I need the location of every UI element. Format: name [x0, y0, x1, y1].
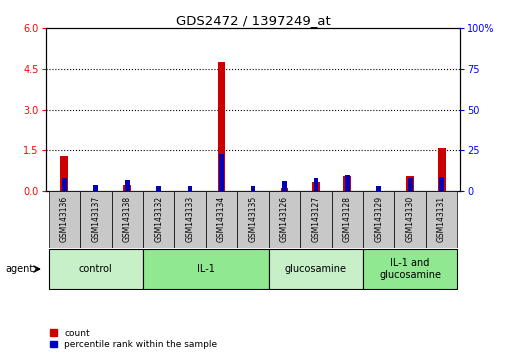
Text: GSM143126: GSM143126: [279, 196, 288, 242]
Bar: [437, 148, 444, 191]
Bar: [438, 177, 443, 191]
Bar: [156, 186, 161, 191]
Bar: [217, 62, 225, 191]
Text: GSM143133: GSM143133: [185, 196, 194, 242]
Bar: [362, 191, 394, 248]
Text: IL-1: IL-1: [196, 264, 214, 274]
Text: glucosamine: glucosamine: [284, 264, 346, 274]
Bar: [123, 185, 131, 191]
Bar: [237, 191, 268, 248]
Bar: [125, 180, 129, 191]
Legend: count, percentile rank within the sample: count, percentile rank within the sample: [50, 329, 217, 349]
Text: GDS2472 / 1397249_at: GDS2472 / 1397249_at: [175, 14, 330, 27]
Text: GSM143128: GSM143128: [342, 196, 351, 242]
Bar: [187, 186, 192, 191]
Bar: [48, 191, 80, 248]
Bar: [374, 190, 382, 191]
Text: GSM143134: GSM143134: [217, 196, 226, 242]
Bar: [155, 190, 162, 191]
Bar: [280, 188, 288, 191]
Text: GSM143137: GSM143137: [91, 196, 100, 242]
Bar: [143, 249, 268, 290]
Bar: [62, 178, 67, 191]
Bar: [48, 249, 143, 290]
Bar: [61, 156, 68, 191]
Text: GSM143129: GSM143129: [374, 196, 382, 242]
Text: IL-1 and
glucosamine: IL-1 and glucosamine: [378, 258, 440, 280]
Text: GSM143132: GSM143132: [154, 196, 163, 242]
Bar: [186, 190, 194, 191]
Bar: [250, 186, 255, 191]
Bar: [93, 185, 98, 191]
Text: GSM143127: GSM143127: [311, 196, 320, 242]
Bar: [174, 191, 206, 248]
Bar: [92, 190, 99, 191]
Bar: [219, 154, 224, 191]
Bar: [281, 181, 286, 191]
Bar: [143, 191, 174, 248]
Bar: [425, 191, 457, 248]
Bar: [111, 191, 143, 248]
Bar: [344, 175, 349, 191]
Bar: [394, 191, 425, 248]
Bar: [268, 249, 362, 290]
Bar: [313, 178, 318, 191]
Text: GSM143135: GSM143135: [248, 196, 257, 242]
Bar: [206, 191, 237, 248]
Text: GSM143131: GSM143131: [436, 196, 445, 242]
Bar: [343, 176, 350, 191]
Text: agent: agent: [5, 264, 33, 274]
Bar: [268, 191, 299, 248]
Bar: [376, 186, 380, 191]
Bar: [407, 178, 412, 191]
Bar: [362, 249, 457, 290]
Text: GSM143138: GSM143138: [123, 196, 131, 242]
Bar: [311, 182, 319, 191]
Text: control: control: [79, 264, 113, 274]
Text: GSM143136: GSM143136: [60, 196, 69, 242]
Bar: [331, 191, 362, 248]
Text: GSM143130: GSM143130: [405, 196, 414, 242]
Bar: [248, 190, 257, 191]
Bar: [299, 191, 331, 248]
Bar: [406, 176, 413, 191]
Bar: [80, 191, 111, 248]
